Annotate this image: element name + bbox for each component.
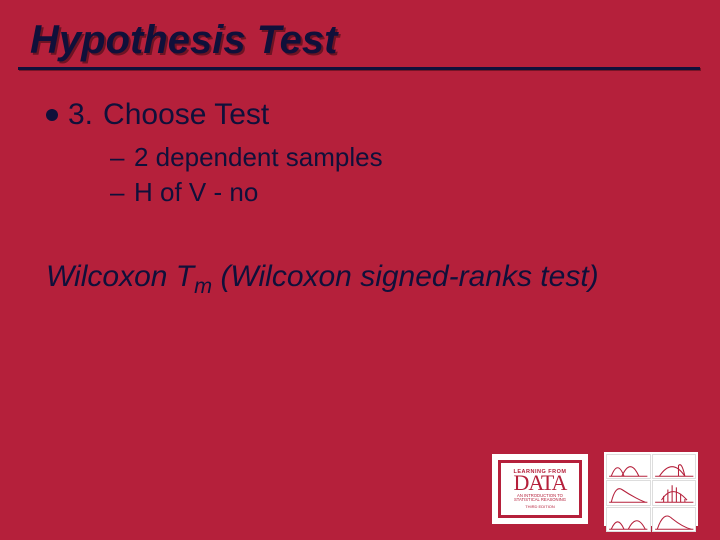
bullet-level1: 3. Choose Test	[46, 98, 680, 132]
dist-cell	[606, 507, 651, 532]
slide-title: Hypothesis Test	[0, 0, 720, 67]
skew-right-2-icon	[653, 508, 696, 531]
bullet-dot-icon	[46, 109, 58, 121]
dash-icon: –	[110, 177, 126, 208]
book-cover-graphic: LEARNING FROM DATA AN INTRODUCTION TO ST…	[490, 452, 590, 526]
book-edition: THIRD EDITION	[525, 504, 555, 509]
footer-image-row: LEARNING FROM DATA AN INTRODUCTION TO ST…	[490, 452, 698, 526]
dist-cell	[606, 480, 651, 505]
bell-bars-icon	[653, 481, 696, 504]
distribution-panel	[604, 452, 698, 526]
dist-cell	[652, 480, 697, 505]
conclusion-suffix: (Wilcoxon signed-ranks test)	[212, 260, 599, 293]
two-bell-icon	[607, 455, 650, 478]
book-logo-word: DATA	[514, 473, 567, 493]
conclusion-subscript: m	[194, 273, 212, 298]
slide-body: 3. Choose Test – 2 dependent samples – H…	[0, 70, 720, 299]
sub-bullet-text: 2 dependent samples	[134, 142, 383, 173]
dist-cell	[652, 454, 697, 479]
book-inner-frame: LEARNING FROM DATA AN INTRODUCTION TO ST…	[498, 460, 582, 518]
bullet-number: 3.	[68, 98, 93, 132]
dash-icon: –	[110, 142, 126, 173]
two-peak-icon	[607, 508, 650, 531]
bullet-text: Choose Test	[103, 98, 269, 132]
book-subtitle-2: STATISTICAL REASONING	[514, 497, 566, 502]
book-subtitle: AN INTRODUCTION TO STATISTICAL REASONING	[514, 494, 566, 503]
conclusion-prefix: Wilcoxon T	[46, 260, 194, 293]
sub-bullet-item: – H of V - no	[110, 177, 680, 208]
sub-bullet-list: – 2 dependent samples – H of V - no	[110, 142, 680, 208]
dist-cell	[652, 507, 697, 532]
right-tail-icon	[653, 455, 696, 478]
skew-right-icon	[607, 481, 650, 504]
dist-cell	[606, 454, 651, 479]
conclusion-line: Wilcoxon Tm (Wilcoxon signed-ranks test)	[46, 260, 680, 299]
sub-bullet-text: H of V - no	[134, 177, 258, 208]
sub-bullet-item: – 2 dependent samples	[110, 142, 680, 173]
